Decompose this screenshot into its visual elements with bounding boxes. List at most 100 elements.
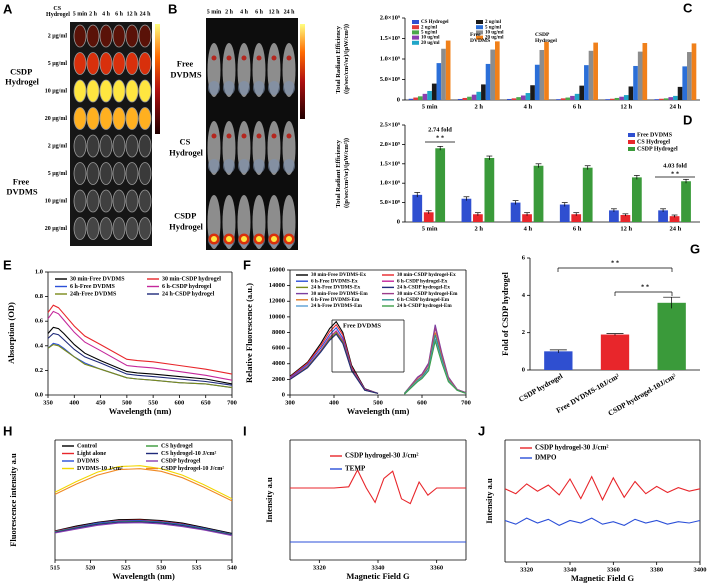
bar	[423, 212, 434, 222]
panel-letter: D	[683, 112, 692, 127]
corner-label: CS Hydrogel	[46, 6, 70, 18]
well	[112, 134, 126, 158]
well	[86, 162, 100, 185]
row-label: Free DVDMS	[170, 58, 201, 79]
column-label: 2 h	[89, 11, 98, 17]
legend-label: 10 ug/ml	[485, 31, 504, 36]
x-tick-label: 350	[43, 399, 53, 406]
legend-label: Free DVDMS	[637, 132, 673, 138]
panel-letter: E	[3, 257, 12, 272]
x-tick-label: 500	[122, 399, 132, 406]
y-tick-label: 0.8	[35, 293, 44, 300]
panel-letter: I	[243, 423, 247, 438]
bar	[495, 41, 500, 100]
bar	[476, 91, 482, 100]
x-tick-label: 3340	[564, 566, 577, 573]
signal	[286, 133, 292, 139]
panel-letter: C	[683, 0, 693, 15]
y-tick-label: 0.2	[35, 367, 43, 374]
legend-group: Free DVDMS	[470, 32, 490, 44]
legend-label: 30 min-CSDP hydrogel	[162, 276, 221, 282]
annotation: Free DVDMS	[343, 322, 381, 329]
y-tick-label: 1.5×10⁹	[380, 160, 400, 167]
signal	[286, 236, 292, 242]
mouse-shadow	[223, 81, 235, 95]
well	[86, 217, 100, 240]
signal	[256, 55, 262, 61]
legend-label: 10 ug/ml	[421, 36, 440, 41]
x-tick-label: 535	[192, 564, 203, 571]
bar	[600, 334, 630, 370]
bar	[642, 43, 648, 100]
column-label: 24 h	[140, 11, 152, 17]
bar	[623, 95, 629, 100]
x-tick-label: 400	[69, 399, 79, 406]
bar	[520, 95, 526, 100]
bar	[441, 48, 446, 100]
signal	[241, 133, 247, 139]
bar	[588, 50, 594, 100]
y-axis-label: Fold of CSDP hydrogel	[500, 272, 510, 356]
group-label: Free DVDMS	[6, 176, 37, 196]
x-tick-label: 500	[373, 399, 383, 406]
line	[47, 304, 233, 375]
signal	[241, 55, 247, 61]
legend-label: CS hydrogel	[161, 443, 193, 449]
imaging-panel	[206, 18, 298, 250]
legend-label: CS Hydrogel	[637, 139, 670, 145]
bar	[559, 204, 570, 222]
bar	[687, 52, 692, 100]
x-tick-label: 12 h	[620, 225, 632, 232]
y-tick-label: 0.0	[35, 391, 43, 398]
signal	[211, 236, 217, 242]
bar	[436, 63, 442, 100]
bar	[570, 95, 575, 100]
x-tick-label: 3400	[694, 566, 707, 573]
row-label: 2 µg/ml	[48, 33, 68, 39]
row-label: 5 µg/ml	[48, 171, 68, 177]
annotation: 2.74 fold	[428, 126, 452, 133]
bar	[485, 63, 491, 100]
mouse-shadow	[283, 81, 295, 95]
bar	[677, 86, 683, 100]
column-label: 5 min	[73, 11, 88, 17]
y-tick-label: 12000	[269, 298, 285, 305]
line	[47, 326, 233, 385]
line	[289, 333, 379, 394]
bar	[669, 216, 680, 222]
legend-swatch	[628, 133, 635, 137]
well	[73, 107, 87, 130]
bar	[654, 99, 660, 100]
annotation: * *	[671, 170, 679, 177]
bar	[584, 65, 589, 100]
bar	[691, 43, 697, 100]
legend-label: 5 ug/ml	[421, 31, 438, 36]
line	[54, 520, 233, 535]
well	[86, 52, 100, 75]
bar	[633, 65, 638, 100]
bar	[490, 49, 496, 100]
signal	[256, 236, 262, 242]
legend-label: 24 h-Free DVDMS-Ex	[311, 285, 361, 291]
row-label: 5 µg/ml	[48, 61, 68, 67]
bar	[533, 165, 544, 222]
row-label: 10 µg/ml	[45, 88, 68, 94]
x-tick-label: 5 min	[422, 103, 438, 110]
bar	[560, 98, 566, 100]
y-axis-label: Total Radiant Efficiency ((p/sec/cm²/sr)…	[335, 138, 350, 208]
panel-letter: G	[690, 241, 700, 256]
signal	[226, 133, 232, 139]
bar	[507, 98, 512, 100]
signal	[211, 55, 217, 61]
bar	[620, 215, 631, 222]
well	[125, 134, 139, 158]
legend-label: CSDP Hydrogel	[637, 146, 678, 152]
well	[73, 24, 87, 48]
x-tick-label: 540	[227, 564, 237, 571]
well	[73, 189, 87, 213]
well	[99, 107, 113, 130]
row-label: 20 µg/ml	[45, 226, 68, 232]
x-tick-label: 24 h	[670, 103, 682, 110]
y-axis-label: Intensity a.u	[484, 478, 494, 524]
well	[112, 24, 126, 48]
